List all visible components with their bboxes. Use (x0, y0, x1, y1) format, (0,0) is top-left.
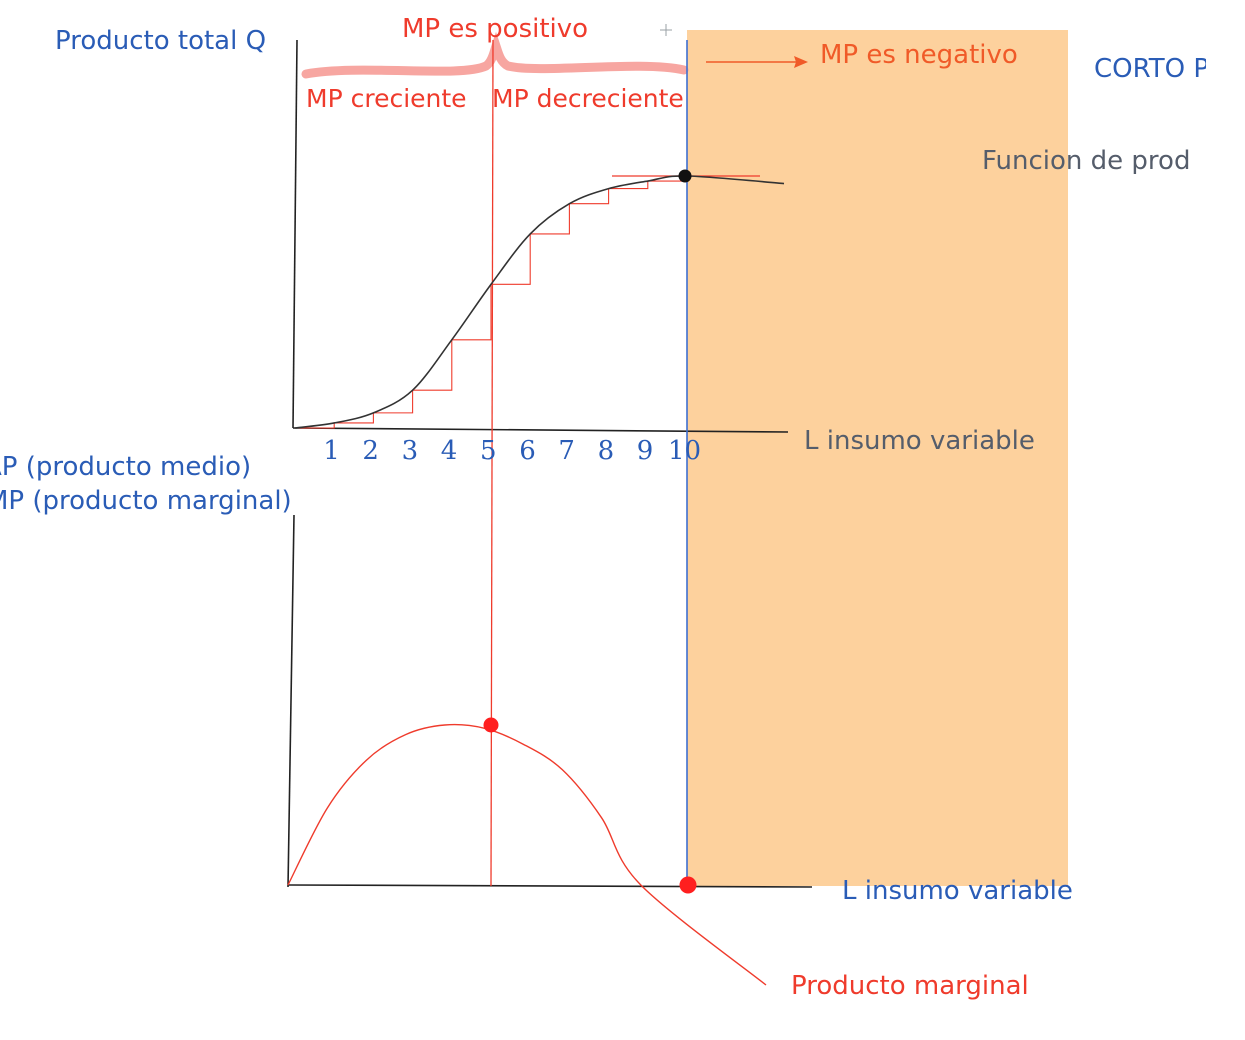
production-function-label: Funcion de prod (982, 148, 1191, 174)
bottom-y-axis-label-line2: MP (producto marginal) (0, 486, 292, 516)
mp-positive-label: MP es positivo (402, 14, 589, 44)
crosshair-cursor-icon (660, 24, 672, 36)
bottom-y-axis-label-line1: AP (producto medio) (0, 452, 252, 482)
inflection-guide-line (490, 39, 494, 887)
x-tick-label: 7 (558, 436, 575, 466)
bottom-x-axis (287, 884, 813, 888)
marginal-product-max-point (483, 717, 499, 733)
x-tick-label: 2 (362, 436, 379, 466)
x-tick-label: 6 (519, 436, 536, 466)
marginal-product-zero-point (679, 876, 697, 894)
x-tick-label: 5 (480, 436, 497, 466)
x-tick-label: 3 (401, 436, 419, 466)
mp-decreasing-label: MP decreciente (492, 84, 684, 113)
x-tick-label: 10 (668, 436, 702, 466)
total-product-curve (294, 175, 785, 429)
x-tick-label: 4 (440, 436, 458, 466)
marginal-steps (295, 176, 688, 429)
mp-positive-brace (301, 31, 689, 79)
bottom-x-axis-label: L insumo variable (842, 876, 1073, 906)
arrow-head-icon (794, 56, 808, 68)
negative-mp-region (687, 30, 1068, 886)
total-product-max-point (678, 169, 692, 183)
top-x-axis (292, 427, 789, 433)
bottom-y-axis (287, 514, 295, 888)
mp-increasing-label: MP creciente (306, 84, 467, 113)
corto-label: CORTO P (1094, 56, 1206, 82)
marginal-step-path (295, 176, 688, 429)
top-y-axis-label: Producto total Q (55, 26, 267, 56)
top-y-axis (292, 39, 298, 429)
x-tick-label: 1 (323, 436, 340, 466)
x-tick-label: 8 (597, 436, 615, 466)
x-tick-label: 9 (636, 436, 654, 466)
mp-negative-label: MP es negativo (820, 40, 1018, 70)
marginal-product-curve-label: Producto marginal (791, 971, 1029, 1001)
top-x-axis-label: L insumo variable (804, 426, 1035, 456)
